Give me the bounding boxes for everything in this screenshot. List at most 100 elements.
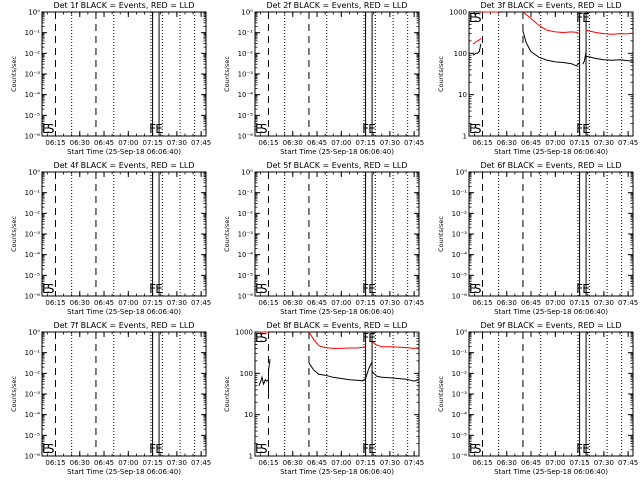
y-tick-label: 10⁻⁴ xyxy=(25,251,41,259)
marker-f: F xyxy=(149,282,156,296)
x-tick-label: 07:30 xyxy=(380,299,400,307)
y-tick-label: 10⁻¹ xyxy=(238,189,254,197)
y-tick-label: 100 xyxy=(454,50,467,58)
y-tick-label: 10⁻³ xyxy=(25,231,41,239)
y-tick-label: 10⁻¹ xyxy=(452,349,468,357)
x-axis-label: Start Time (25-Sep-18 06:06:40) xyxy=(67,468,181,476)
plot-frame xyxy=(254,331,420,457)
marker-e-start: E xyxy=(255,442,263,456)
marker-s: S xyxy=(474,282,482,296)
detector-panel-1: Det 1f BLACK = Events, RED = LLD 10⁰ 10⁻¹ 1… xyxy=(10,1,211,156)
y-tick-label: 10⁻⁴ xyxy=(25,411,41,419)
detector-panel-3: Det 3f BLACK = Events, RED = LLD 1 10 100 10… xyxy=(437,1,638,156)
y-tick-label: 10⁰ xyxy=(241,169,253,177)
marker-s-top: S xyxy=(260,331,268,345)
marker-e-start: E xyxy=(42,122,50,136)
detector-panel-2: Det 2f BLACK = Events, RED = LLD 10⁰ 10⁻¹ 1… xyxy=(223,1,424,156)
y-axis-label: Counts/sec xyxy=(223,216,231,252)
marker-e-end: E xyxy=(155,442,163,456)
x-tick-label: 07:30 xyxy=(594,139,614,147)
y-tick-label: 10⁻² xyxy=(25,210,41,218)
events-series-line xyxy=(371,371,420,382)
y-tick-label: 1000 xyxy=(449,9,467,17)
marker-e-end-top: E xyxy=(582,11,590,25)
y-tick-label: 10⁻⁴ xyxy=(452,411,468,419)
x-tick-label: 06:15 xyxy=(472,139,492,147)
panel-title: Det 5f BLACK = Events, RED = LLD xyxy=(266,161,407,170)
marker-f: F xyxy=(362,122,369,136)
marker-f: F xyxy=(149,122,156,136)
plot-frame xyxy=(468,11,634,137)
y-tick-label: 10⁻⁶ xyxy=(25,293,41,301)
y-tick-label: 10⁻⁴ xyxy=(238,91,254,99)
y-tick-label: 10⁻⁵ xyxy=(238,272,254,280)
y-tick-label: 10⁻² xyxy=(238,210,254,218)
marker-e-start-top: E xyxy=(255,331,263,345)
marker-e-start: E xyxy=(42,442,50,456)
x-tick-label: 06:30 xyxy=(497,299,517,307)
x-tick-label: 07:45 xyxy=(618,139,638,147)
marker-f-top: F xyxy=(576,11,583,25)
marker-e-start: E xyxy=(255,282,263,296)
y-tick-label: 10⁻¹ xyxy=(452,189,468,197)
y-axis-label: Counts/sec xyxy=(437,56,445,92)
x-tick-label: 07:00 xyxy=(118,459,138,467)
x-tick-label: 07:45 xyxy=(404,139,424,147)
x-tick-label: 06:15 xyxy=(472,459,492,467)
y-tick-label: 10⁻⁴ xyxy=(238,251,254,259)
marker-e-start: E xyxy=(469,442,477,456)
detector-panel-7: Det 7f BLACK = Events, RED = LLD 10⁰ 10⁻¹ 1… xyxy=(10,321,211,476)
y-tick-label: 10⁻¹ xyxy=(25,189,41,197)
marker-e-end: E xyxy=(582,282,590,296)
x-tick-label: 06:30 xyxy=(497,459,517,467)
detector-panel-8: Det 8f BLACK = Events, RED = LLD 1 10 100 10… xyxy=(223,321,424,476)
y-axis-label: Counts/sec xyxy=(437,376,445,412)
marker-s: S xyxy=(474,442,482,456)
x-tick-label: 07:15 xyxy=(355,139,375,147)
marker-f: F xyxy=(576,442,583,456)
panel-title: Det 7f BLACK = Events, RED = LLD xyxy=(53,321,194,330)
x-tick-label: 07:30 xyxy=(380,459,400,467)
marker-f: F xyxy=(576,282,583,296)
x-tick-label: 06:15 xyxy=(45,139,65,147)
y-tick-label: 10⁰ xyxy=(28,329,40,337)
panel-title: Det 3f BLACK = Events, RED = LLD xyxy=(480,1,621,10)
detector-panel-9: Det 9f BLACK = Events, RED = LLD 10⁰ 10⁻¹ 1… xyxy=(437,321,638,476)
marker-s: S xyxy=(47,442,55,456)
marker-e-end: E xyxy=(155,122,163,136)
x-axis-label: Start Time (25-Sep-18 06:06:40) xyxy=(280,308,394,316)
y-tick-label: 10⁻¹ xyxy=(238,29,254,37)
y-tick-label: 10⁻¹ xyxy=(25,349,41,357)
y-tick-label: 10⁻⁴ xyxy=(25,91,41,99)
y-tick-label: 10⁰ xyxy=(241,9,253,17)
events-series-line xyxy=(308,362,366,382)
marker-e-end: E xyxy=(368,442,376,456)
x-tick-label: 06:45 xyxy=(307,139,327,147)
y-tick-label: 10⁻⁵ xyxy=(25,432,41,440)
x-tick-label: 07:30 xyxy=(594,299,614,307)
x-axis-label: Start Time (25-Sep-18 06:06:40) xyxy=(494,148,608,156)
events-series-line xyxy=(472,43,482,56)
y-tick-label: 10⁻⁶ xyxy=(25,133,41,141)
detector-panel-5: Det 5f BLACK = Events, RED = LLD 10⁰ 10⁻¹ 1… xyxy=(223,161,424,316)
y-tick-label: 10⁻² xyxy=(238,50,254,58)
y-tick-label: 10⁻⁶ xyxy=(452,453,468,461)
marker-e-end-top: E xyxy=(368,331,376,345)
x-tick-label: 06:45 xyxy=(307,459,327,467)
x-axis-label: Start Time (25-Sep-18 06:06:40) xyxy=(280,468,394,476)
y-tick-label: 10⁰ xyxy=(28,169,40,177)
y-tick-label: 10⁻⁵ xyxy=(25,112,41,120)
y-tick-label: 1 xyxy=(249,453,253,461)
y-tick-label: 10⁻⁵ xyxy=(452,272,468,280)
x-tick-label: 06:45 xyxy=(521,299,541,307)
x-tick-label: 06:45 xyxy=(94,139,114,147)
detector-panel-6: Det 6f BLACK = Events, RED = LLD 10⁰ 10⁻¹ 1… xyxy=(437,161,638,316)
x-tick-label: 07:00 xyxy=(331,299,351,307)
marker-e-start-top: E xyxy=(469,11,477,25)
x-tick-label: 07:15 xyxy=(142,299,162,307)
y-tick-label: 10⁻⁶ xyxy=(452,293,468,301)
detector-panel-4: Det 4f BLACK = Events, RED = LLD 10⁰ 10⁻¹ 1… xyxy=(10,161,211,316)
x-tick-label: 07:30 xyxy=(594,459,614,467)
y-axis-label: Counts/sec xyxy=(223,376,231,412)
